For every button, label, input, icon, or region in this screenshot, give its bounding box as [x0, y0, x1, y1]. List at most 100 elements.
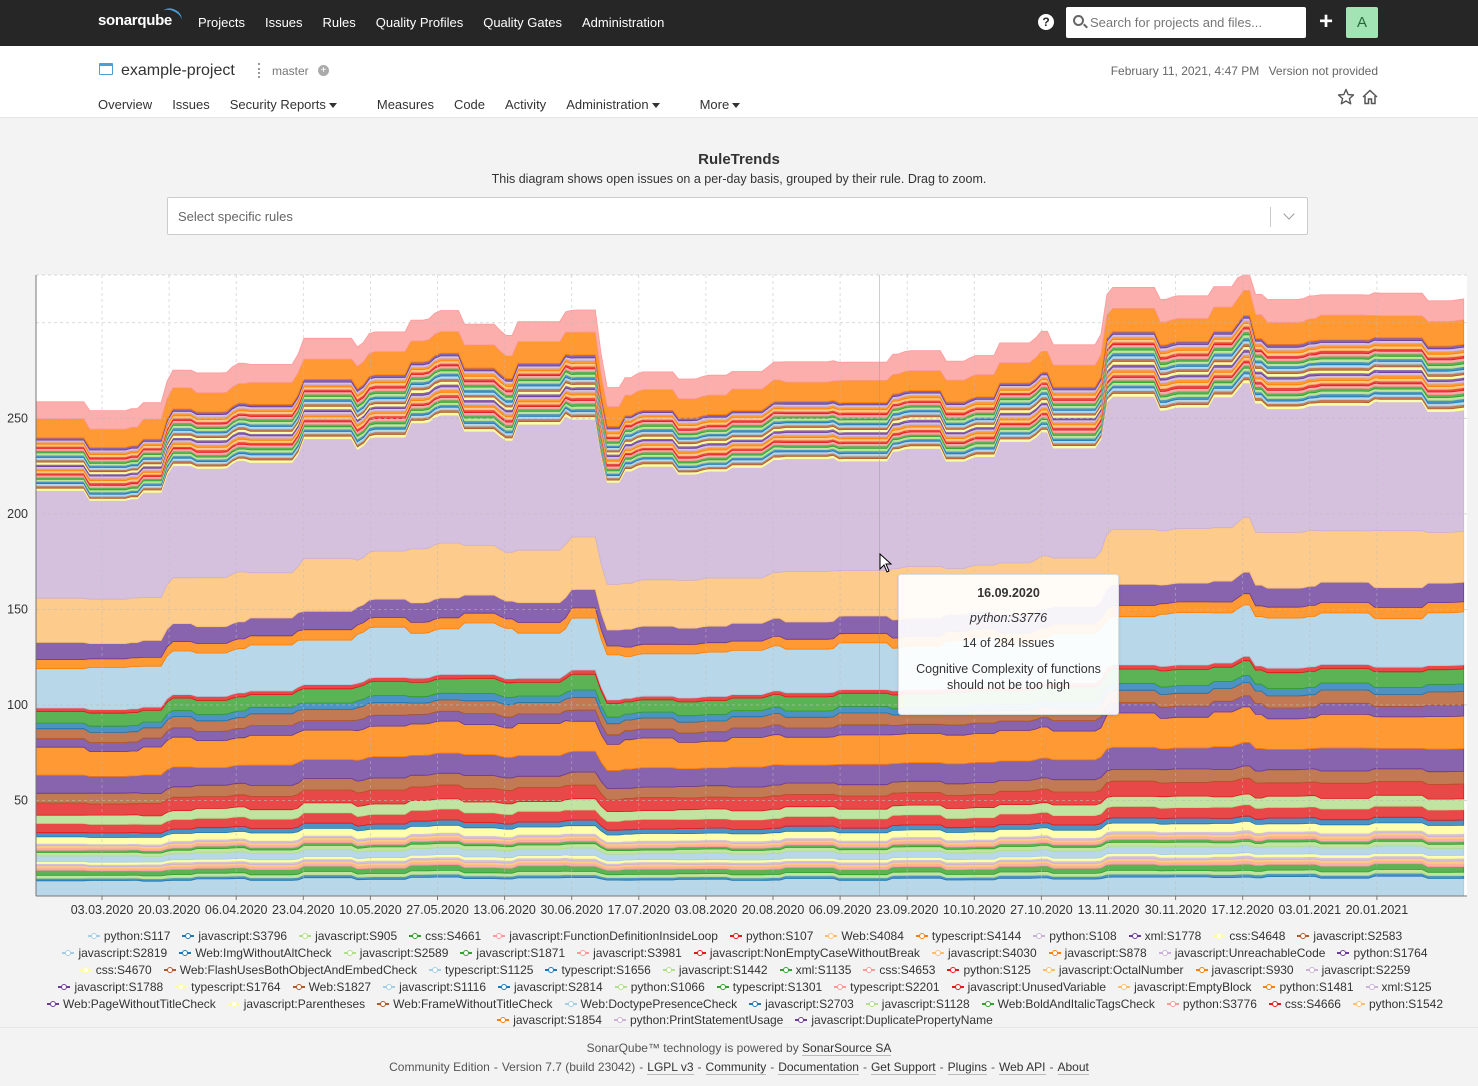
legend-item[interactable]: javascript:S4030 — [931, 945, 1037, 962]
plus-icon[interactable]: + — [1318, 8, 1333, 35]
rule-trends-chart[interactable]: 50 100 150 200 250 03.03.2020 20.03.2020 06.04.… — [0, 260, 1478, 920]
legend-item[interactable]: css:S4653 — [863, 962, 935, 979]
tab-measures[interactable]: Measures — [377, 97, 434, 112]
legend-item[interactable]: typescript:S4144 — [915, 928, 1021, 945]
legend-item[interactable]: javascript:S3981 — [577, 945, 682, 962]
legend-item[interactable]: xml:S1135 — [779, 962, 851, 979]
analysis-date: February 11, 2021, 4:47 PM — [1110, 64, 1260, 78]
legend-item[interactable]: javascript:S2814 — [498, 978, 603, 995]
legend-item[interactable]: python:S1481 — [1263, 978, 1354, 995]
sonarqube-logo[interactable]: sonarqube — [98, 5, 185, 29]
legend-item[interactable]: javascript:S905 — [299, 928, 397, 945]
legend-item[interactable]: javascript:S2703 — [749, 995, 854, 1012]
nav-quality-profiles[interactable]: Quality Profiles — [375, 15, 464, 30]
legend-item[interactable]: javascript:S1128 — [865, 995, 970, 1012]
legend-item[interactable]: typescript:S1301 — [716, 978, 822, 995]
area-series[interactable] — [35, 274, 1465, 430]
nav-quality-gates[interactable]: Quality Gates — [483, 15, 562, 30]
footer-link-about[interactable]: About — [1057, 1060, 1089, 1075]
legend-item[interactable]: Web:FlashUsesBothObjectAndEmbedCheck — [163, 962, 417, 979]
tab-administration[interactable]: Administration — [566, 97, 679, 112]
legend-item[interactable]: Web:ImgWithoutAltCheck — [179, 945, 332, 962]
legend-item[interactable]: python:S1764 — [1337, 945, 1428, 962]
tab-code[interactable]: Code — [454, 97, 485, 112]
branch-add-icon[interactable]: + — [318, 65, 329, 76]
legend-item[interactable]: javascript:S1442 — [662, 962, 768, 979]
footer-link-documentation[interactable]: Documentation — [778, 1060, 859, 1075]
legend-item[interactable]: python:PrintStatementUsage — [613, 1012, 783, 1029]
footer-link-lgpl-v3[interactable]: LGPL v3 — [647, 1060, 694, 1075]
legend-item[interactable]: typescript:S1764 — [175, 978, 281, 995]
legend-item[interactable]: python:S1066 — [614, 978, 705, 995]
legend-item[interactable]: python:S3776 — [1166, 995, 1257, 1012]
project-name-link[interactable]: example-project — [121, 62, 235, 79]
tab-security-reports[interactable]: Security Reports — [230, 97, 357, 112]
footer-link-plugins[interactable]: Plugins — [947, 1060, 988, 1075]
project-version: Version not provided — [1268, 64, 1378, 78]
legend-item[interactable]: python:S1542 — [1352, 995, 1443, 1012]
legend-item[interactable]: Web:S1827 — [292, 978, 371, 995]
legend-item[interactable]: javascript:S2589 — [343, 945, 449, 962]
legend-item[interactable]: javascript:FunctionDefinitionInsideLoop — [493, 928, 718, 945]
legend-item[interactable]: javascript:UnreachableCode — [1158, 945, 1325, 962]
nav-issues[interactable]: Issues — [264, 15, 303, 30]
legend-item[interactable]: Web:PageWithoutTitleCheck — [47, 995, 216, 1012]
user-avatar[interactable]: A — [1346, 7, 1378, 38]
tooltip-count: 14 of 284 Issues — [962, 636, 1055, 650]
footer-sonarsource-link[interactable]: SonarSource SA — [802, 1041, 892, 1056]
nav-projects[interactable]: Projects — [198, 15, 245, 30]
legend-item[interactable]: Web:FrameWithoutTitleCheck — [377, 995, 553, 1012]
tab-more[interactable]: More — [700, 97, 761, 112]
legend-item[interactable]: css:S4666 — [1268, 995, 1341, 1012]
global-search-input[interactable] — [1090, 7, 1302, 38]
question-circle-icon[interactable]: ? — [1038, 14, 1054, 30]
legend-item[interactable]: Web:BoldAndItalicTagsCheck — [981, 995, 1155, 1012]
legend-item[interactable]: xml:S125 — [1365, 978, 1432, 995]
legend-item[interactable]: javascript:DuplicatePropertyName — [795, 1012, 993, 1029]
legend-item[interactable]: Web:S4084 — [825, 928, 904, 945]
tab-issues[interactable]: Issues — [172, 97, 210, 112]
legend-item[interactable]: javascript:S3796 — [182, 928, 287, 945]
star-icon[interactable] — [1337, 88, 1355, 106]
legend-item[interactable]: javascript:NonEmptyCaseWithoutBreak — [693, 945, 920, 962]
footer-link-get-support[interactable]: Get Support — [870, 1060, 936, 1075]
legend-item[interactable]: css:S4670 — [79, 962, 152, 979]
legend-item[interactable]: javascript:OctalNumber — [1042, 962, 1184, 979]
legend-item[interactable]: javascript:UnusedVariable — [951, 978, 1106, 995]
legend-item[interactable]: javascript:Parentheses — [227, 995, 365, 1012]
footer-link-community[interactable]: Community — [705, 1060, 767, 1075]
home-icon[interactable] — [1361, 88, 1379, 106]
legend-item[interactable]: javascript:S2583 — [1297, 928, 1402, 945]
legend-item[interactable]: css:S4661 — [409, 928, 481, 945]
legend-item[interactable]: javascript:S1871 — [460, 945, 565, 962]
legend-item[interactable]: typescript:S1656 — [545, 962, 651, 979]
legend-item[interactable]: typescript:S2201 — [834, 978, 940, 995]
legend-item[interactable]: javascript:S2259 — [1305, 962, 1410, 979]
legend-item[interactable]: xml:S1778 — [1128, 928, 1201, 945]
legend-item[interactable]: Web:DoctypePresenceCheck — [564, 995, 737, 1012]
legend-item[interactable]: python:S125 — [947, 962, 1031, 979]
legend-item[interactable]: javascript:S1116 — [383, 978, 486, 995]
legend-item[interactable]: javascript:EmptyBlock — [1118, 978, 1251, 995]
legend-item[interactable]: javascript:S1854 — [497, 1012, 602, 1029]
global-search[interactable] — [1066, 7, 1306, 38]
branch-name[interactable]: master — [272, 64, 309, 78]
legend-label: javascript:S2589 — [359, 946, 449, 961]
legend-item[interactable]: javascript:S878 — [1048, 945, 1147, 962]
tab-activity[interactable]: Activity — [505, 97, 546, 112]
legend-item[interactable]: typescript:S1125 — [428, 962, 533, 979]
chevron-down-icon[interactable] — [1283, 208, 1295, 220]
legend-item[interactable]: javascript:S930 — [1195, 962, 1294, 979]
footer-link-web-api[interactable]: Web API — [999, 1060, 1046, 1075]
legend-item[interactable]: javascript:S1788 — [58, 978, 163, 995]
legend-label: javascript:S2819 — [78, 946, 168, 961]
legend-item[interactable]: javascript:S2819 — [62, 945, 167, 962]
nav-administration[interactable]: Administration — [581, 15, 665, 30]
rule-select[interactable]: Select specific rules — [167, 197, 1308, 235]
legend-item[interactable]: python:S108 — [1033, 928, 1117, 945]
legend-item[interactable]: python:S117 — [87, 928, 170, 945]
nav-rules[interactable]: Rules — [322, 15, 356, 30]
legend-item[interactable]: css:S4648 — [1213, 928, 1285, 945]
legend-item[interactable]: python:S107 — [729, 928, 813, 945]
tab-overview[interactable]: Overview — [98, 97, 152, 112]
